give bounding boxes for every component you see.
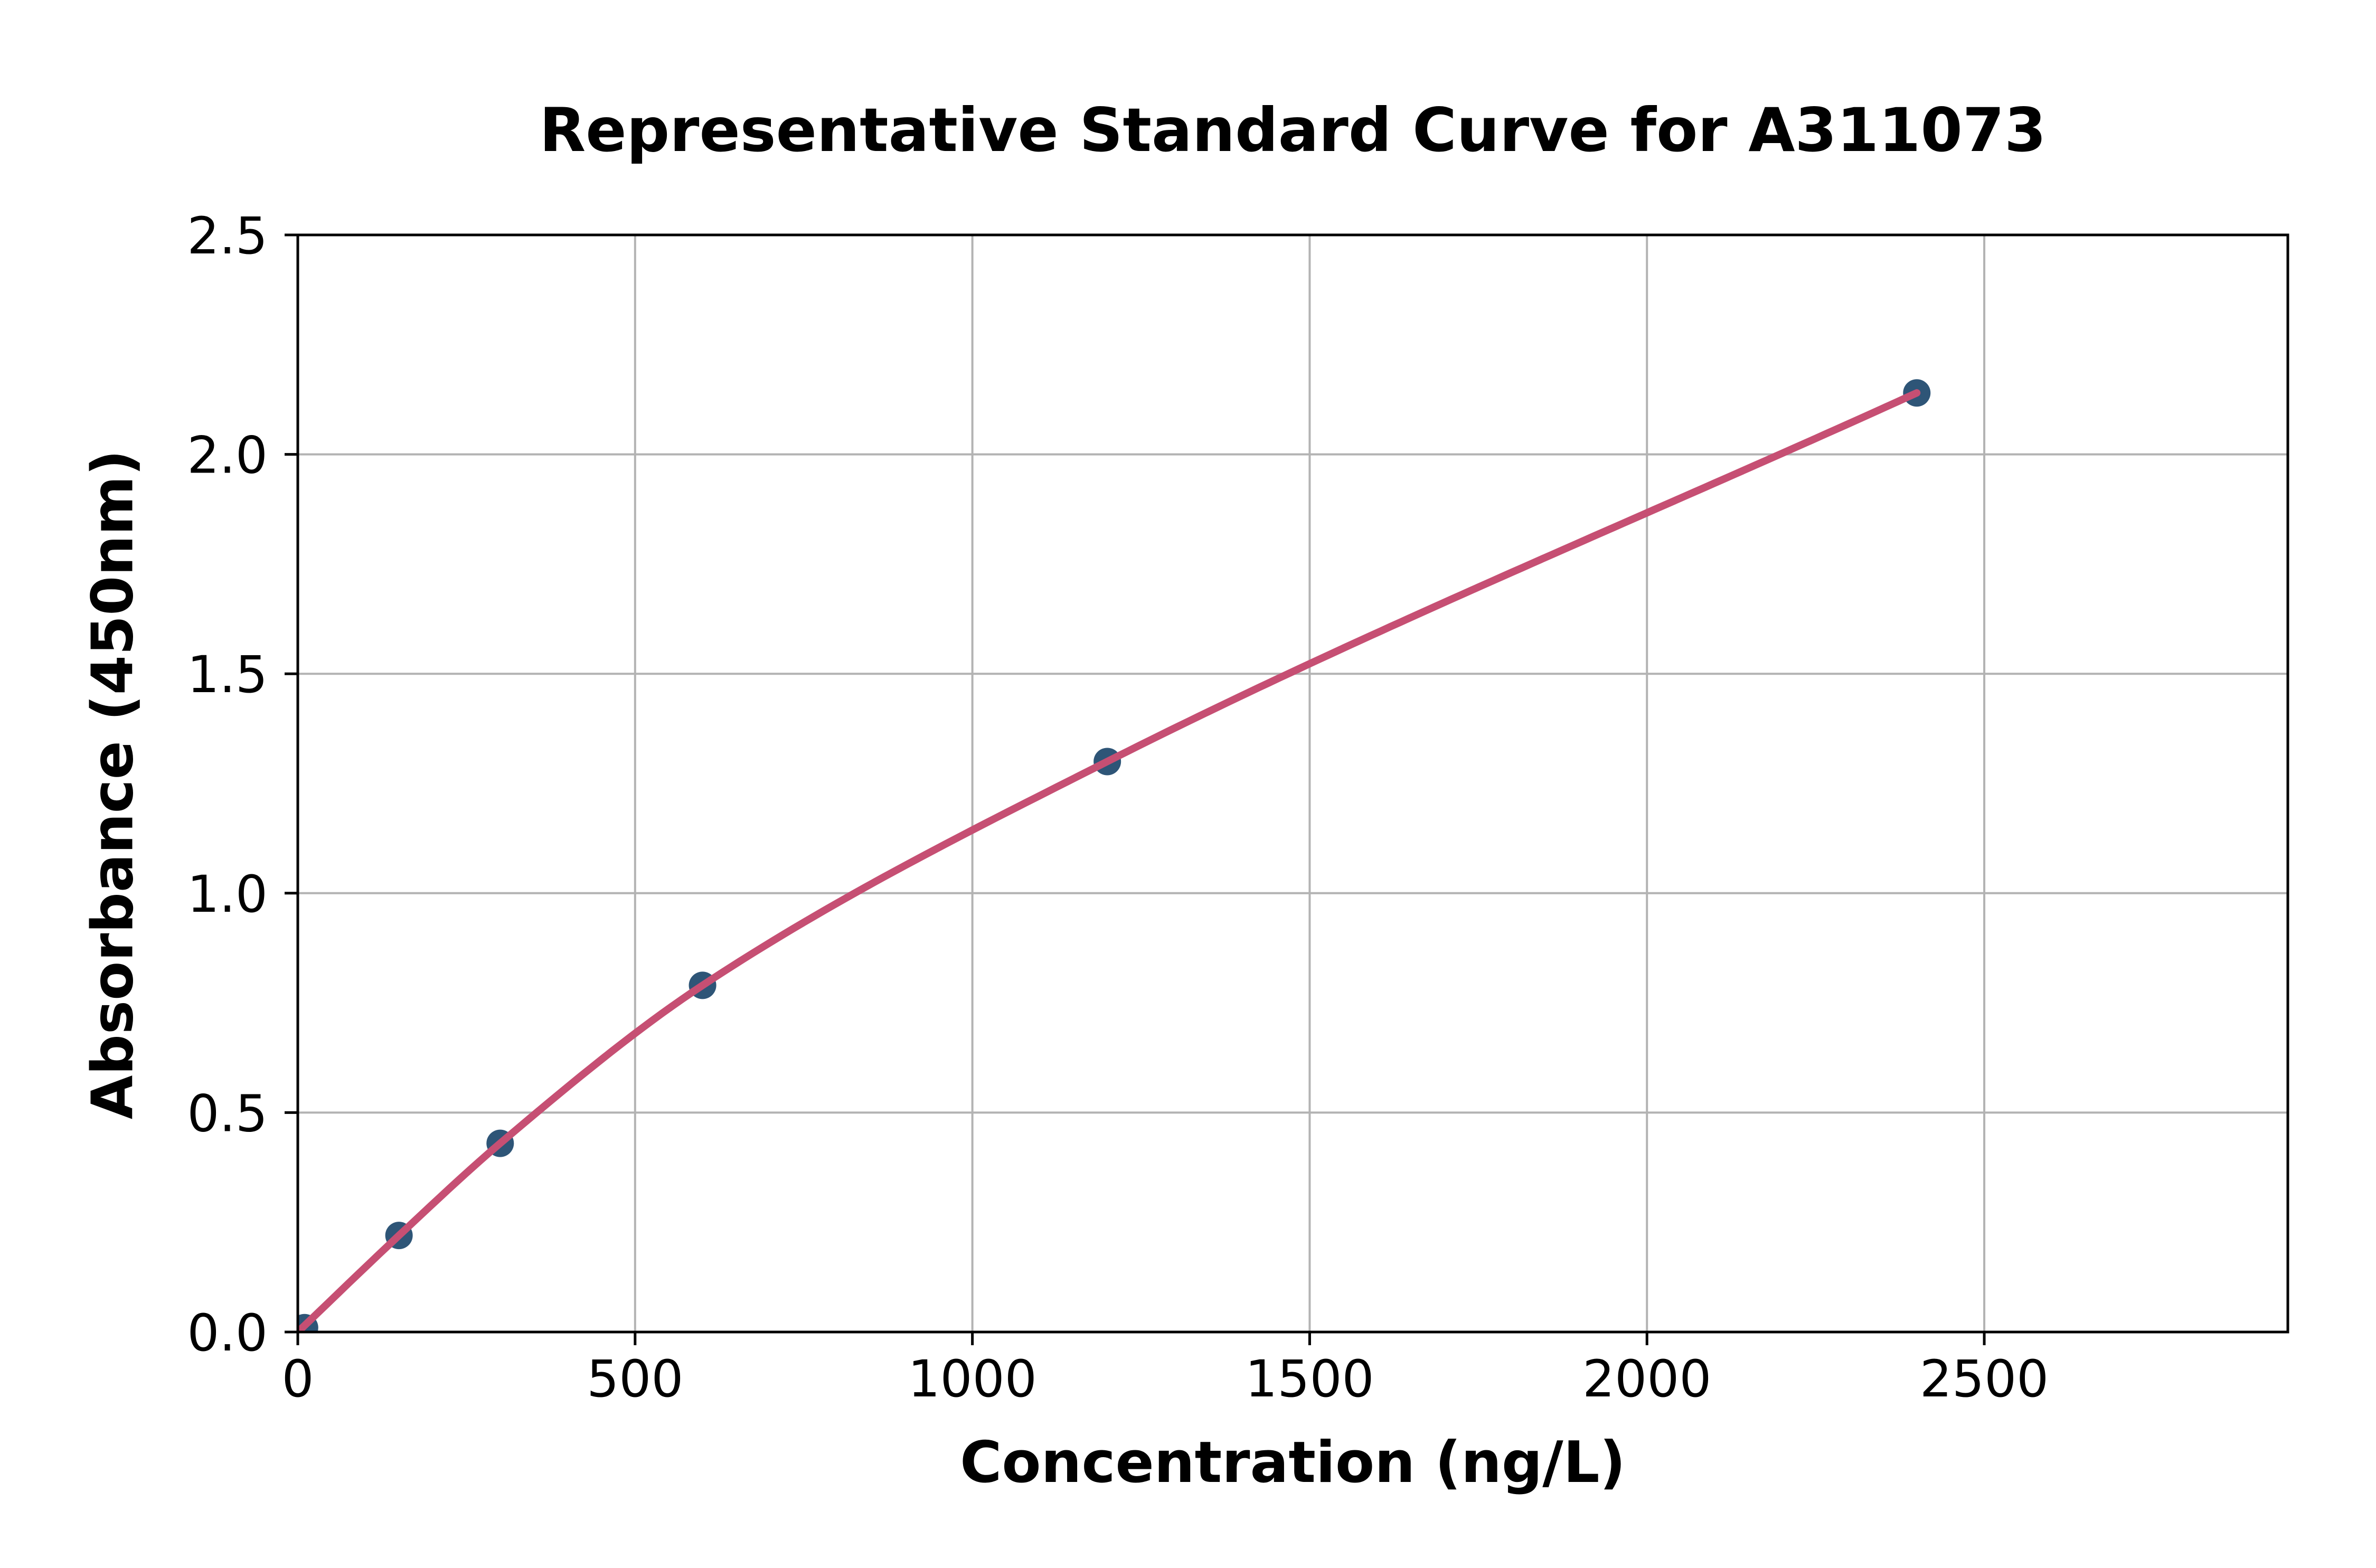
plot-border — [296, 233, 2289, 1334]
x-axis-label: Concentration (ng/L) — [960, 1430, 1626, 1496]
y-tick-label: 1.5 — [187, 645, 268, 704]
y-tick-label: 0.5 — [187, 1084, 268, 1143]
x-tick-label: 1500 — [1245, 1349, 1374, 1409]
x-tick-label: 0 — [281, 1349, 314, 1409]
data-layer — [298, 379, 1931, 1332]
x-tick-label: 2500 — [1920, 1349, 2049, 1409]
x-tick-label: 1000 — [908, 1349, 1036, 1409]
y-tick-label: 1.0 — [187, 865, 268, 924]
chart-title: Representative Standard Curve for A31107… — [539, 95, 2047, 165]
x-tick-label: 2000 — [1582, 1349, 1711, 1409]
y-tick-label: 2.5 — [187, 206, 268, 266]
x-tick-label: 500 — [587, 1349, 683, 1409]
fit-curve-path — [298, 389, 1921, 1332]
y-tick-label: 2.0 — [187, 426, 268, 485]
y-tick-label: 0.0 — [187, 1303, 268, 1363]
